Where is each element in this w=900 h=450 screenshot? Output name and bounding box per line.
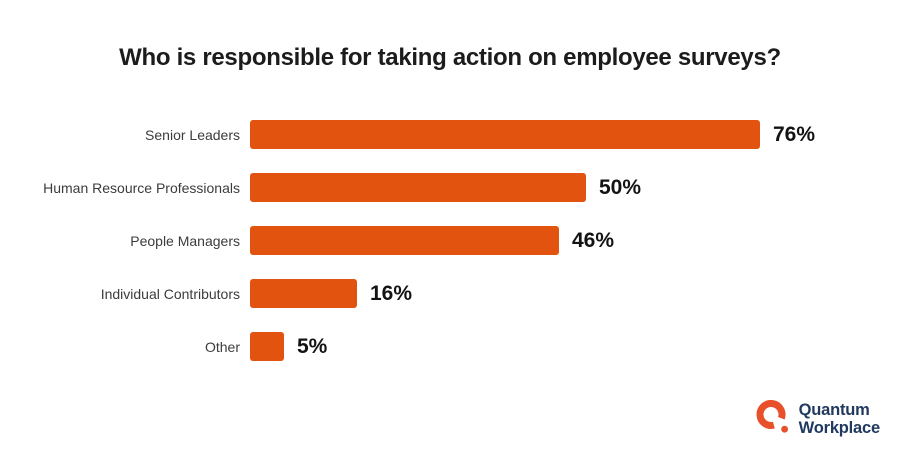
chart-row: Other 5% (0, 332, 900, 361)
bar-chart: Senior Leaders 76% Human Resource Profes… (0, 120, 900, 385)
category-label-other: Other (204, 338, 240, 355)
value-label: 46% (572, 228, 615, 252)
bar-senior-leaders (250, 120, 760, 149)
quantum-workplace-logo: Quantum Workplace (756, 400, 880, 437)
logo-line2: Workplace (798, 418, 881, 437)
bar-area: 5% (250, 332, 327, 361)
chart-row: People Managers 46% (0, 226, 900, 255)
bar-area: 76% (250, 120, 815, 149)
chart-row: Human Resource Professionals 50% (0, 173, 900, 202)
category-label-individual-contributors: Individual Contributors (100, 285, 240, 302)
value-label: 5% (297, 334, 328, 358)
value-label: 50% (599, 175, 642, 199)
category-label-hr-professionals: Human Resource Professionals (43, 179, 240, 196)
category-label-senior-leaders: Senior Leaders (145, 126, 240, 143)
logo-line1: Quantum (798, 400, 870, 419)
chart-row: Individual Contributors 16% (0, 279, 900, 308)
chart-title: Who is responsible for taking action on … (119, 44, 781, 71)
category-label-people-managers: People Managers (130, 232, 240, 249)
quantum-q-icon (756, 400, 788, 433)
logo-wordmark: Quantum Workplace (798, 400, 881, 437)
bar-area: 16% (250, 279, 412, 308)
chart-row: Senior Leaders 76% (0, 120, 900, 149)
bar-area: 46% (250, 226, 614, 255)
bar-individual-contributors (250, 279, 357, 308)
value-label: 16% (370, 281, 413, 305)
value-label: 76% (773, 122, 816, 146)
bar-other (250, 332, 284, 361)
bar-area: 50% (250, 173, 641, 202)
bar-people-managers (250, 226, 559, 255)
bar-hr-professionals (250, 173, 586, 202)
